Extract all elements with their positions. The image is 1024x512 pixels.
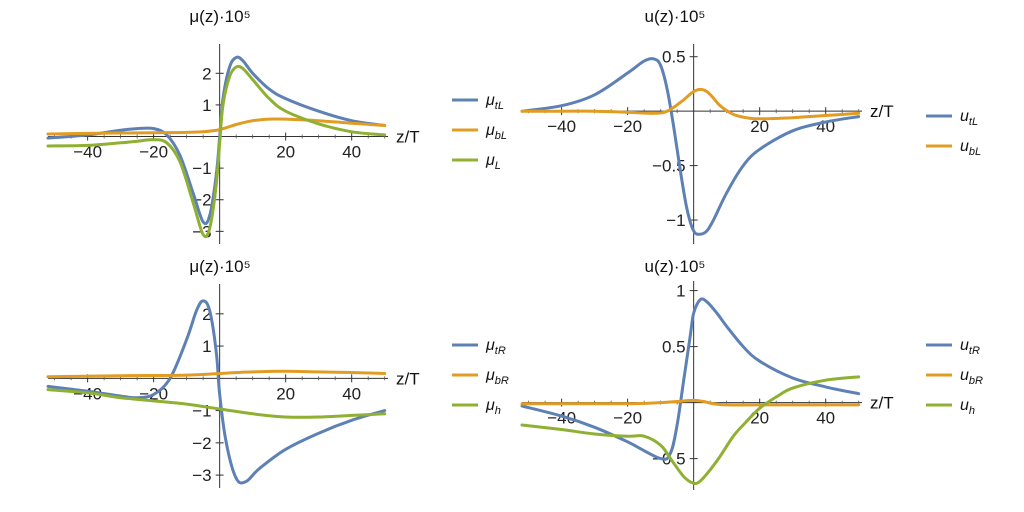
x-tick-label: −20 [613,409,642,428]
x-tick-label: −20 [139,143,168,162]
y-tick-label: 1 [202,96,211,115]
x-tick-label: 20 [750,117,769,136]
series-line-3 [46,388,387,419]
legend-label: μbR [485,367,509,387]
chart-title: μ(z)·10⁵ [189,7,250,26]
chart-title: u(z)·10⁵ [645,7,706,26]
y-tick-label: −3 [192,466,211,485]
y-tick-label: 0.5 [662,48,686,67]
y-tick-label: −0.5 [652,157,686,176]
x-tick-label: 40 [342,143,361,162]
x-axis-label: z/T [396,369,420,388]
x-tick-label: −40 [73,143,102,162]
x-tick-label: −40 [547,117,576,136]
x-tick-label: 40 [816,409,835,428]
x-tick-label: −20 [613,117,642,136]
x-axis-label: z/T [396,128,420,147]
series-line-1 [520,57,861,236]
x-tick-label: 20 [276,384,295,403]
series-line-1 [46,55,387,226]
y-tick-label: −1 [192,159,211,178]
legend-label: utL [960,108,978,128]
y-tick-label: 1 [676,282,685,301]
legend-label: ubR [960,367,983,387]
series-line-2 [520,87,861,121]
legend-label: utR [960,337,980,357]
y-tick-label: −2 [192,434,211,453]
chart-title: μ(z)·10⁵ [189,257,250,276]
series-line-2 [46,117,387,136]
series-line-1 [520,297,861,461]
series-line-2 [520,398,861,407]
legend-label: uh [960,397,975,417]
legend-label: μh [485,397,501,417]
y-tick-label: 0.5 [662,338,686,357]
y-tick-label: 1 [202,337,211,356]
series-line-2 [46,369,387,379]
y-tick-label: 2 [202,64,211,83]
legend-label: ubL [960,138,981,158]
legend-label: μtL [485,92,504,112]
series-line-1 [46,299,387,485]
legend-label: μL [485,152,501,172]
y-tick-label: 2 [202,305,211,324]
legend-label: μtR [485,337,506,357]
chart-title: u(z)·10⁵ [645,257,706,276]
x-axis-label: z/T [870,394,894,413]
y-tick-label: −1 [666,211,685,230]
x-tick-label: 20 [750,409,769,428]
legend-label: μbL [485,122,507,142]
y-tick-label: −0.5 [652,450,686,469]
x-tick-label: 40 [342,384,361,403]
series-line-3 [520,375,861,486]
series-line-3 [46,64,387,239]
x-tick-label: 20 [276,143,295,162]
x-axis-label: z/T [870,102,894,121]
